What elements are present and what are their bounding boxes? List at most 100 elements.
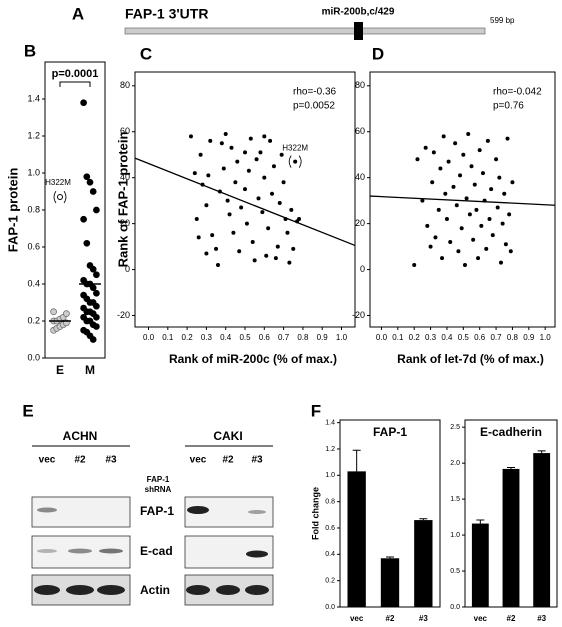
panel-label: C <box>140 44 152 63</box>
y-tick-label: 0.5 <box>450 568 460 575</box>
data-point <box>474 207 479 212</box>
data-point <box>93 313 100 321</box>
x-tick-label: vec <box>474 614 488 623</box>
data-point <box>262 134 267 139</box>
data-point <box>83 173 91 181</box>
data-point <box>268 138 273 143</box>
data-point <box>287 260 292 265</box>
data-point <box>266 226 271 231</box>
data-point <box>433 235 438 240</box>
data-point <box>192 171 197 176</box>
y-tick-label: 0.0 <box>325 604 335 611</box>
data-point <box>462 262 467 267</box>
data-point <box>508 249 513 254</box>
x-tick-label: 0.1 <box>162 333 174 342</box>
data-point <box>289 207 294 212</box>
annotation: p=0.0052 <box>293 101 335 112</box>
data-point <box>273 256 278 261</box>
site-box <box>354 22 363 40</box>
bar <box>502 468 520 607</box>
data-point <box>497 175 502 180</box>
x-tick-label: #3 <box>537 614 546 623</box>
y-tick-label: 0.0 <box>27 352 40 362</box>
data-point <box>89 188 97 195</box>
data-point <box>436 207 441 212</box>
data-point <box>229 145 234 150</box>
data-point <box>458 173 463 178</box>
y-tick-label: 20 <box>355 218 365 228</box>
shrna-label: shRNA <box>145 485 172 494</box>
y-tick-label: 0.6 <box>27 241 40 251</box>
x-tick-label: 0.9 <box>317 333 329 342</box>
data-point <box>425 223 430 228</box>
band <box>34 585 60 595</box>
western-blot: ACHN vec #2 #3 CAKI vec #2 #3 FAP-1 shRN… <box>31 429 274 606</box>
row-label: FAP-1 <box>140 504 174 518</box>
data-point <box>440 256 445 261</box>
x-tick-label: 0.5 <box>458 333 470 342</box>
y-tick-label: 2.0 <box>450 460 460 467</box>
x-tick-label: #3 <box>419 614 428 623</box>
data-point <box>489 187 494 192</box>
data-point <box>80 99 87 107</box>
data-point <box>490 233 495 238</box>
band <box>187 506 209 514</box>
data-point <box>448 240 453 244</box>
data-point <box>248 136 253 141</box>
data-point <box>215 262 220 267</box>
band <box>246 550 268 558</box>
data-point <box>227 212 232 217</box>
data-point <box>467 212 472 217</box>
y-axis-label: Rank of FAP-1 protein <box>115 132 130 268</box>
bar <box>533 453 551 607</box>
annotation: rho=-0.36 <box>293 87 337 98</box>
x-tick-label: 0.2 <box>182 333 194 342</box>
y-tick-label: 60 <box>355 126 365 136</box>
x-tick-label: 0.4 <box>220 333 232 342</box>
data-point <box>510 180 515 185</box>
data-point <box>89 336 97 343</box>
blot-title: CAKI <box>213 429 242 443</box>
data-point <box>412 262 417 267</box>
x-tick-label: 1.0 <box>540 333 552 342</box>
y-tick-label: 1.0 <box>325 472 335 479</box>
panel-label: D <box>372 44 384 63</box>
y-tick-label: 80 <box>120 80 130 90</box>
labeled-point <box>293 159 298 164</box>
data-point <box>194 217 199 222</box>
y-tick-label: 0.4 <box>27 278 40 288</box>
lane-label: vec <box>190 455 207 466</box>
data-point <box>250 240 255 244</box>
x-tick-label: 0.6 <box>259 333 271 342</box>
annotation: p=0.76 <box>493 101 524 112</box>
y-tick-label: 1.0 <box>27 167 40 177</box>
x-tick-label: 0.8 <box>507 333 519 342</box>
data-point <box>428 244 433 249</box>
x-tick-label: 0.0 <box>143 333 155 342</box>
data-point <box>93 323 100 330</box>
data-point <box>505 136 510 141</box>
bar <box>380 558 400 607</box>
y-tick-label: 40 <box>120 172 130 182</box>
chart-title: FAP-1 <box>373 425 407 439</box>
data-point <box>502 191 507 196</box>
y-tick-label: 0.2 <box>325 578 335 585</box>
y-tick-label: 1.2 <box>27 130 40 140</box>
data-point <box>188 134 193 139</box>
y-tick-label: 0.6 <box>325 525 335 532</box>
data-point <box>415 157 420 162</box>
parentheses <box>288 155 302 168</box>
y-tick-label: 20 <box>120 218 130 228</box>
data-point <box>244 221 249 226</box>
data-point <box>225 198 230 203</box>
data-point <box>459 226 464 231</box>
lane-label: vec <box>39 455 56 466</box>
x-tick-label: 0.3 <box>201 333 213 342</box>
data-point <box>239 205 244 210</box>
x-tick-label: 0.7 <box>278 333 290 342</box>
data-point <box>210 233 215 238</box>
data-point <box>198 152 203 157</box>
outlier-point <box>57 194 63 201</box>
data-point <box>219 141 224 146</box>
